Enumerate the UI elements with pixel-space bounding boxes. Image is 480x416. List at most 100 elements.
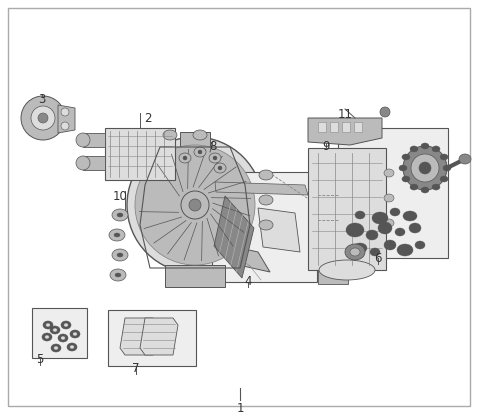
- Polygon shape: [214, 196, 254, 278]
- Ellipse shape: [61, 337, 65, 339]
- Ellipse shape: [421, 187, 429, 193]
- Polygon shape: [222, 244, 270, 272]
- Ellipse shape: [179, 153, 191, 163]
- Ellipse shape: [415, 241, 425, 249]
- Ellipse shape: [259, 220, 273, 230]
- Bar: [212, 172, 317, 282]
- Ellipse shape: [112, 209, 128, 221]
- Ellipse shape: [189, 199, 201, 211]
- Ellipse shape: [432, 184, 440, 190]
- Ellipse shape: [70, 346, 74, 349]
- Bar: [318, 122, 326, 132]
- Bar: [342, 122, 350, 132]
- Ellipse shape: [397, 244, 413, 256]
- Ellipse shape: [384, 194, 394, 202]
- Ellipse shape: [117, 213, 123, 217]
- Ellipse shape: [51, 344, 61, 352]
- Ellipse shape: [112, 249, 128, 261]
- Ellipse shape: [194, 147, 206, 157]
- Ellipse shape: [421, 143, 429, 149]
- Ellipse shape: [114, 233, 120, 237]
- Bar: [83, 133, 105, 147]
- Text: 6: 6: [374, 252, 382, 265]
- Text: 3: 3: [38, 93, 46, 106]
- Ellipse shape: [43, 321, 53, 329]
- Ellipse shape: [259, 170, 273, 180]
- Text: 4: 4: [244, 275, 252, 288]
- Ellipse shape: [366, 230, 378, 240]
- Polygon shape: [140, 318, 178, 355]
- Ellipse shape: [440, 176, 448, 182]
- Text: 2: 2: [144, 112, 152, 125]
- Text: 7: 7: [132, 362, 140, 375]
- Ellipse shape: [50, 326, 60, 334]
- Ellipse shape: [135, 145, 255, 265]
- Polygon shape: [258, 208, 300, 252]
- Ellipse shape: [38, 113, 48, 123]
- Ellipse shape: [384, 240, 396, 250]
- Polygon shape: [215, 182, 308, 195]
- Text: 10: 10: [113, 190, 127, 203]
- Ellipse shape: [409, 223, 421, 233]
- Ellipse shape: [53, 329, 57, 332]
- Ellipse shape: [58, 334, 68, 342]
- Ellipse shape: [372, 212, 388, 224]
- Bar: [354, 122, 362, 132]
- Ellipse shape: [214, 163, 226, 173]
- Ellipse shape: [209, 153, 221, 163]
- Ellipse shape: [61, 122, 69, 130]
- Bar: [83, 156, 105, 170]
- Bar: [108, 310, 196, 366]
- Ellipse shape: [115, 273, 121, 277]
- Ellipse shape: [410, 184, 418, 190]
- Ellipse shape: [355, 211, 365, 219]
- Ellipse shape: [459, 154, 471, 164]
- Ellipse shape: [395, 228, 405, 236]
- Ellipse shape: [346, 223, 364, 237]
- Ellipse shape: [213, 156, 217, 160]
- Text: 1: 1: [236, 402, 244, 415]
- Text: 5: 5: [36, 353, 44, 366]
- Ellipse shape: [70, 330, 80, 338]
- Ellipse shape: [402, 176, 410, 182]
- Ellipse shape: [76, 156, 90, 170]
- Ellipse shape: [198, 150, 202, 154]
- Ellipse shape: [109, 229, 125, 241]
- Bar: [330, 122, 338, 132]
- Ellipse shape: [399, 165, 407, 171]
- Ellipse shape: [390, 208, 400, 216]
- Ellipse shape: [21, 96, 65, 140]
- Ellipse shape: [54, 347, 58, 349]
- Ellipse shape: [61, 321, 71, 329]
- Ellipse shape: [193, 130, 207, 140]
- Text: 9: 9: [322, 140, 330, 153]
- Ellipse shape: [117, 253, 123, 257]
- Bar: [165, 265, 225, 287]
- Ellipse shape: [384, 219, 394, 227]
- Polygon shape: [58, 105, 75, 133]
- Bar: [180, 132, 210, 147]
- Ellipse shape: [31, 106, 55, 130]
- Ellipse shape: [61, 108, 69, 116]
- Ellipse shape: [259, 195, 273, 205]
- Ellipse shape: [440, 154, 448, 160]
- Ellipse shape: [319, 260, 375, 280]
- Ellipse shape: [403, 146, 447, 190]
- Bar: [32, 308, 87, 358]
- Ellipse shape: [345, 244, 365, 260]
- Polygon shape: [308, 118, 382, 145]
- Bar: [308, 148, 386, 270]
- Bar: [338, 128, 448, 258]
- Ellipse shape: [181, 191, 209, 219]
- Ellipse shape: [443, 165, 451, 171]
- Ellipse shape: [110, 269, 126, 281]
- Polygon shape: [120, 318, 158, 355]
- Ellipse shape: [218, 166, 222, 170]
- Ellipse shape: [67, 343, 77, 351]
- Ellipse shape: [127, 137, 263, 273]
- Ellipse shape: [64, 324, 68, 327]
- Ellipse shape: [73, 332, 77, 335]
- Ellipse shape: [45, 335, 49, 339]
- Text: 8: 8: [209, 140, 216, 153]
- Ellipse shape: [402, 154, 410, 160]
